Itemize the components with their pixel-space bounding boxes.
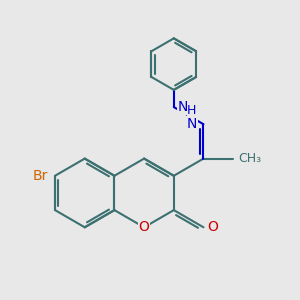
Text: N: N xyxy=(187,117,197,131)
Text: O: O xyxy=(207,220,218,234)
Text: H: H xyxy=(187,104,196,117)
Text: N: N xyxy=(178,100,188,114)
Text: O: O xyxy=(139,220,149,234)
Text: CH₃: CH₃ xyxy=(238,152,261,165)
Text: Br: Br xyxy=(32,169,48,183)
